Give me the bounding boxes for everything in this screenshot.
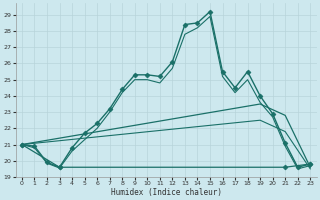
X-axis label: Humidex (Indice chaleur): Humidex (Indice chaleur) — [111, 188, 221, 197]
